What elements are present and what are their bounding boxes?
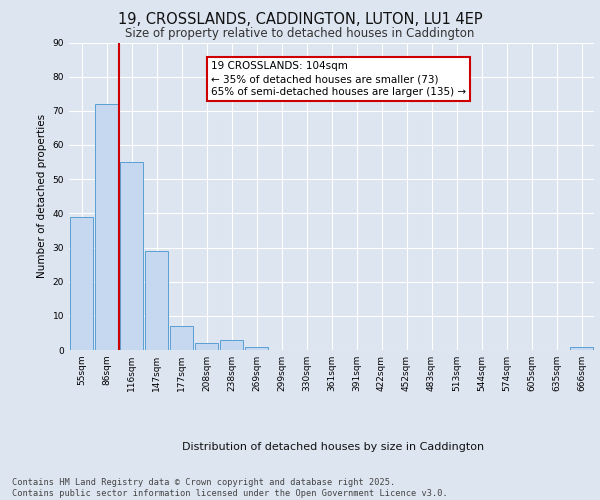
Text: Distribution of detached houses by size in Caddington: Distribution of detached houses by size … <box>182 442 484 452</box>
Text: 19, CROSSLANDS, CADDINGTON, LUTON, LU1 4EP: 19, CROSSLANDS, CADDINGTON, LUTON, LU1 4… <box>118 12 482 28</box>
Text: 19 CROSSLANDS: 104sqm
← 35% of detached houses are smaller (73)
65% of semi-deta: 19 CROSSLANDS: 104sqm ← 35% of detached … <box>211 61 466 98</box>
Bar <box>145 251 168 350</box>
Bar <box>95 104 118 350</box>
Text: Contains HM Land Registry data © Crown copyright and database right 2025.
Contai: Contains HM Land Registry data © Crown c… <box>12 478 448 498</box>
Bar <box>570 346 593 350</box>
Text: Size of property relative to detached houses in Caddington: Size of property relative to detached ho… <box>125 28 475 40</box>
Bar <box>245 346 268 350</box>
Bar <box>220 340 243 350</box>
Bar <box>195 343 218 350</box>
Bar <box>70 217 93 350</box>
Y-axis label: Number of detached properties: Number of detached properties <box>37 114 47 278</box>
Bar <box>170 326 193 350</box>
Bar <box>120 162 143 350</box>
